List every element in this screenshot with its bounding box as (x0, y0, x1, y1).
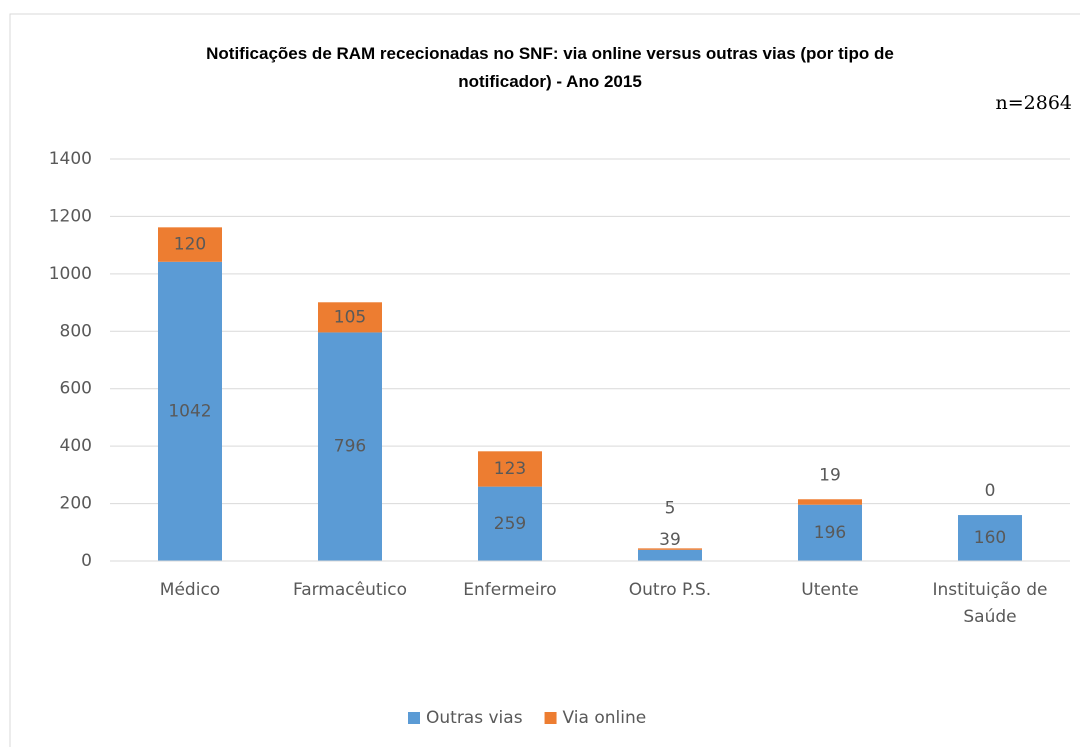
y-tick-label: 1200 (49, 206, 92, 226)
data-label: 160 (974, 528, 1006, 548)
data-label: 105 (334, 307, 366, 327)
legend-label: Via online (563, 708, 647, 728)
data-label: 1042 (168, 401, 211, 421)
x-tick-label: Farmacêutico (292, 580, 408, 600)
y-tick-label: 800 (60, 321, 92, 341)
chart-title: Notificações de RAM rececionadas no SNF:… (206, 44, 894, 91)
data-label: 0 (985, 481, 996, 501)
bar-segment (158, 227, 222, 262)
x-tick-label: Instituição de Saúde (932, 580, 1048, 627)
data-label: 123 (494, 459, 526, 479)
x-tick-label: Outro P.S. (628, 580, 712, 600)
x-tick-label: Enfermeiro (463, 580, 557, 600)
bar-segment (158, 261, 222, 561)
x-tick-label: Médico (159, 580, 221, 600)
data-label: 259 (494, 514, 526, 534)
data-label: 39 (659, 530, 681, 550)
annotation: n=2864 (995, 92, 1072, 114)
bar-segment (318, 302, 382, 333)
data-label: 796 (334, 437, 366, 457)
y-tick-label: 1400 (49, 149, 92, 169)
bar-segment (798, 499, 862, 505)
data-label: 5 (665, 498, 676, 518)
bar-segment (478, 486, 542, 561)
y-tick-label: 0 (81, 551, 92, 571)
bar-segment (318, 332, 382, 561)
y-tick-label: 600 (60, 379, 92, 399)
bar-segment (958, 515, 1022, 561)
data-label: 19 (819, 465, 841, 485)
legend-swatch (408, 712, 420, 724)
bar-segment (478, 451, 542, 487)
y-tick-label: 200 (60, 494, 92, 514)
bar-segment (638, 549, 702, 561)
chart-frame (9, 13, 1080, 747)
y-tick-label: 400 (60, 436, 92, 456)
data-label: 196 (814, 523, 846, 543)
legend-swatch (544, 712, 557, 724)
legend-label: Outras vias (426, 708, 523, 728)
data-label: 120 (174, 235, 206, 255)
y-tick-label: 1000 (49, 264, 92, 284)
x-tick-label: Utente (801, 580, 859, 600)
bar-segment (638, 548, 702, 550)
bar-segment (798, 504, 862, 561)
